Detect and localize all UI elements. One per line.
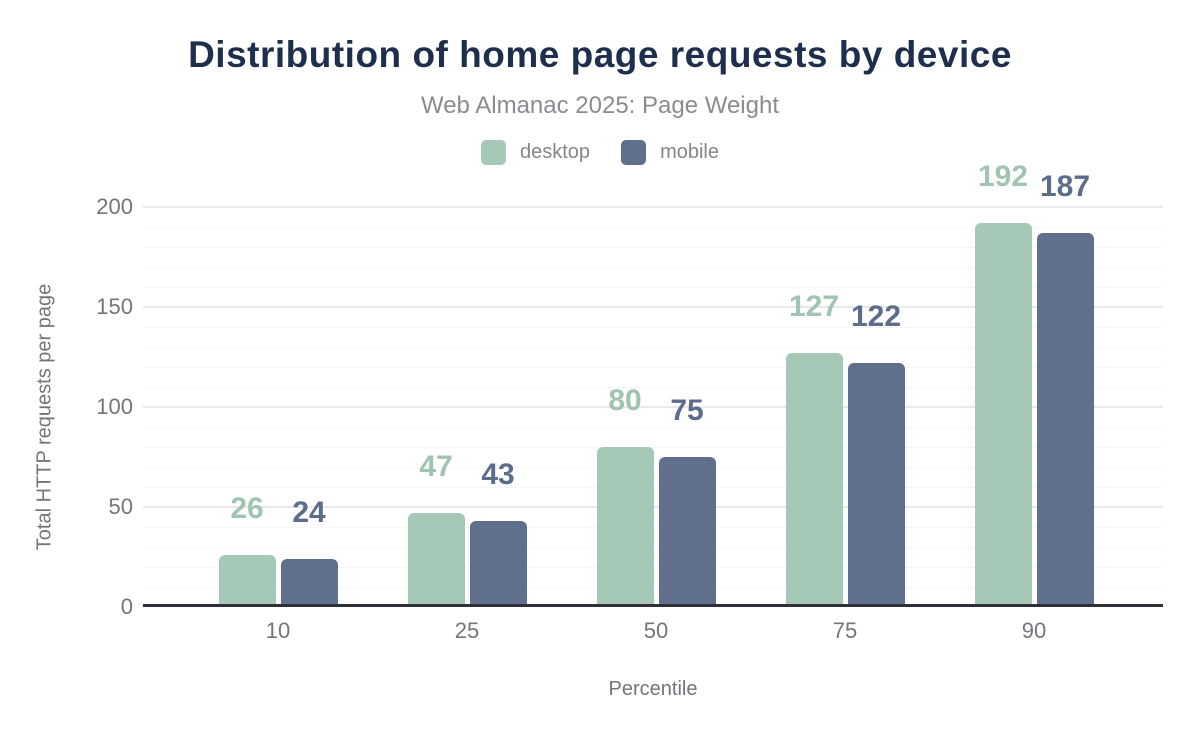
value-label-desktop-p75: 127 bbox=[788, 290, 840, 323]
x-axis-line bbox=[143, 604, 1163, 607]
bar-desktop-p90[interactable] bbox=[974, 223, 1032, 607]
gridline-minor-140 bbox=[143, 327, 1163, 328]
legend-label-desktop: desktop bbox=[520, 141, 591, 163]
gridline-major-100 bbox=[143, 406, 1163, 408]
gridline-minor-130 bbox=[143, 347, 1163, 348]
x-tick-90: 90 bbox=[1021, 618, 1047, 643]
value-label-desktop-p25: 47 bbox=[419, 450, 453, 483]
gridline-minor-160 bbox=[143, 287, 1163, 288]
legend-swatch-mobile bbox=[621, 140, 647, 165]
gridline-minor-190 bbox=[143, 227, 1163, 228]
gridline-minor-170 bbox=[143, 267, 1163, 268]
value-label-desktop-p90: 192 bbox=[977, 160, 1029, 193]
x-tick-50: 50 bbox=[643, 618, 669, 643]
value-label-mobile-p50: 75 bbox=[670, 394, 704, 427]
gridline-major-150 bbox=[143, 306, 1163, 308]
legend-label-mobile: mobile bbox=[660, 141, 719, 163]
y-tick-200: 200 bbox=[96, 194, 133, 219]
gridline-minor-180 bbox=[143, 247, 1163, 248]
bar-mobile-p50[interactable] bbox=[658, 457, 716, 607]
x-axis-title: Percentile bbox=[608, 678, 698, 700]
bar-mobile-p90[interactable] bbox=[1036, 233, 1094, 607]
bar-desktop-p25[interactable] bbox=[407, 513, 465, 607]
legend-item-desktop[interactable]: desktop bbox=[481, 140, 590, 165]
x-tick-10: 10 bbox=[265, 618, 291, 643]
bar-mobile-p10[interactable] bbox=[280, 559, 338, 607]
bar-desktop-p50[interactable] bbox=[596, 447, 654, 607]
bar-mobile-p25[interactable] bbox=[469, 521, 527, 607]
x-tick-75: 75 bbox=[832, 618, 858, 643]
gridline-minor-120 bbox=[143, 367, 1163, 368]
y-tick-150: 150 bbox=[96, 294, 133, 319]
gridline-minor-90 bbox=[143, 427, 1163, 428]
y-tick-50: 50 bbox=[108, 494, 133, 519]
gridline-major-200 bbox=[143, 206, 1163, 208]
legend: desktop mobile bbox=[0, 140, 1200, 165]
bar-mobile-p75[interactable] bbox=[847, 363, 905, 607]
y-tick-0: 0 bbox=[120, 594, 133, 619]
value-label-desktop-p50: 80 bbox=[608, 384, 642, 417]
gridline-minor-80 bbox=[143, 447, 1163, 448]
chart-subtitle: Web Almanac 2025: Page Weight bbox=[420, 92, 779, 119]
legend-item-mobile[interactable]: mobile bbox=[621, 140, 719, 165]
value-label-mobile-p75: 122 bbox=[850, 300, 902, 333]
x-tick-25: 25 bbox=[454, 618, 480, 643]
chart-title: Distribution of home page requests by de… bbox=[188, 34, 1012, 75]
bar-desktop-p10[interactable] bbox=[218, 555, 276, 607]
bar-desktop-p75[interactable] bbox=[785, 353, 843, 607]
value-label-mobile-p90: 187 bbox=[1039, 170, 1091, 203]
legend-swatch-desktop bbox=[481, 140, 506, 165]
value-label-desktop-p10: 26 bbox=[230, 492, 264, 525]
y-tick-100: 100 bbox=[96, 394, 133, 419]
gridline-minor-110 bbox=[143, 387, 1163, 388]
value-label-mobile-p25: 43 bbox=[481, 458, 515, 491]
value-label-mobile-p10: 24 bbox=[292, 496, 326, 529]
